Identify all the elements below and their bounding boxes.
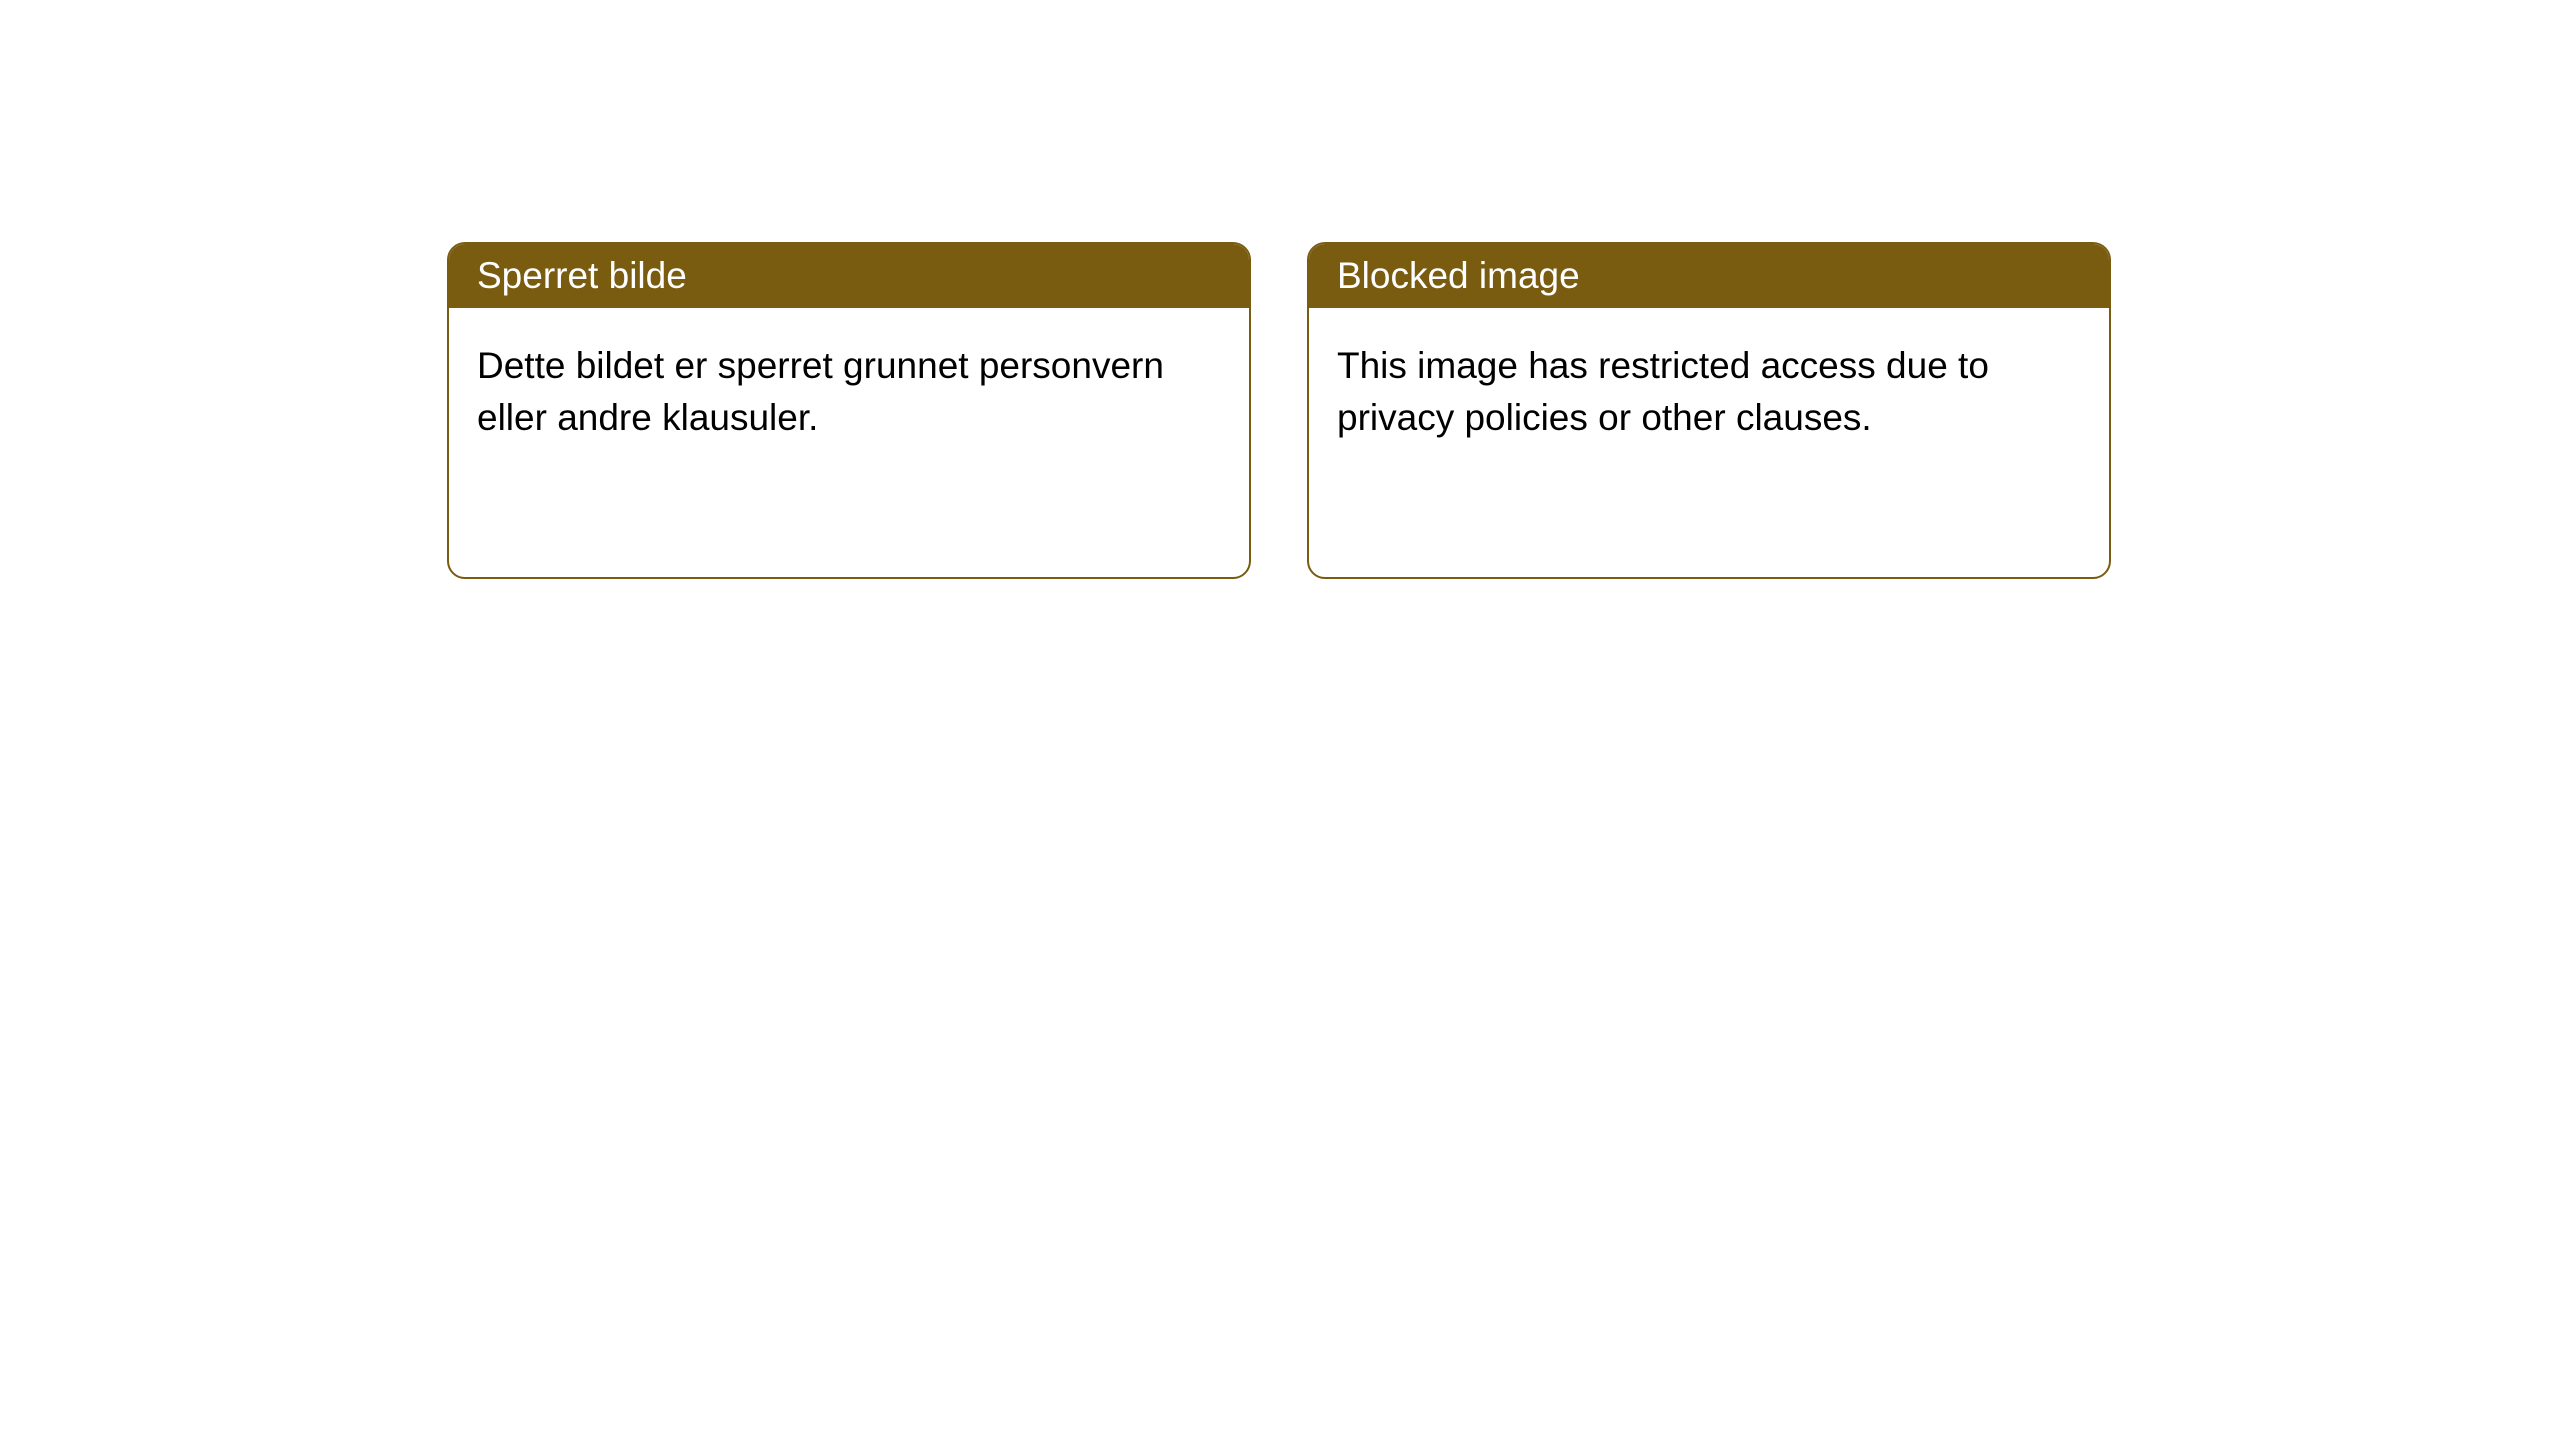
card-body-english: This image has restricted access due to … [1309,308,2109,476]
notice-card-norwegian: Sperret bilde Dette bildet er sperret gr… [447,242,1251,579]
card-body-norwegian: Dette bildet er sperret grunnet personve… [449,308,1249,476]
notice-cards-container: Sperret bilde Dette bildet er sperret gr… [447,242,2111,579]
card-title-english: Blocked image [1309,244,2109,308]
card-title-norwegian: Sperret bilde [449,244,1249,308]
notice-card-english: Blocked image This image has restricted … [1307,242,2111,579]
